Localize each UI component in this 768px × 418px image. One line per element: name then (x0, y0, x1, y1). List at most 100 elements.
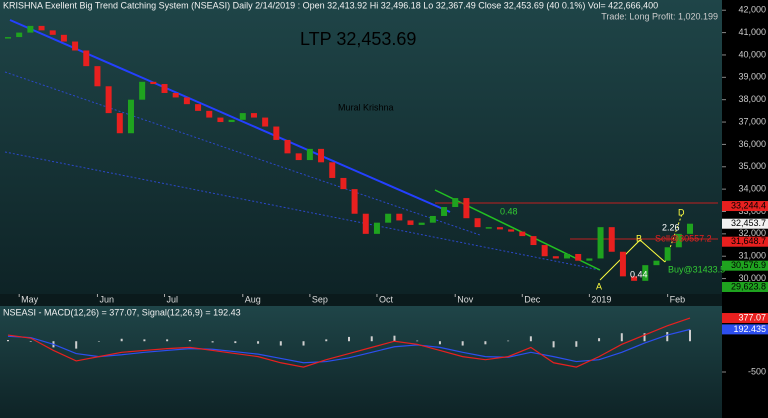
x-tick-label: Jun (99, 294, 114, 304)
macd-panel (0, 306, 722, 418)
candle (530, 236, 537, 246)
candle (172, 92, 179, 98)
annotation: D (678, 207, 685, 217)
x-tick-label: Aug (245, 294, 261, 304)
y-tick-label: 38,000 (738, 94, 766, 104)
candle (608, 227, 615, 252)
histogram-bar (188, 340, 191, 342)
chart-title: KRISHNA Exellent Big Trend Catching Syst… (3, 0, 658, 10)
candle (16, 32, 23, 38)
annotation: Sell@30557.2 (655, 233, 712, 243)
histogram-bar (484, 341, 487, 345)
histogram-bar (643, 333, 646, 342)
candle (306, 148, 313, 161)
candle (485, 227, 492, 229)
macd-value-label: 192.435 (733, 324, 766, 334)
histogram-bar (552, 341, 555, 348)
histogram-bar (416, 340, 419, 342)
y-tick-label: 37,000 (738, 116, 766, 126)
candle (619, 251, 626, 277)
candle (452, 198, 459, 208)
price-level-box (722, 236, 768, 247)
candle (27, 25, 34, 33)
author: Mural Krishna (338, 102, 394, 112)
candle (564, 253, 571, 259)
candle (94, 66, 101, 87)
histogram-bar (620, 333, 623, 342)
price-level-box (722, 260, 768, 271)
candle (429, 215, 436, 223)
histogram-bar (234, 341, 237, 344)
candle (597, 227, 604, 259)
y-tick-label: 40,000 (738, 49, 766, 59)
candle (340, 177, 347, 190)
candle (60, 34, 67, 42)
annotation: 0.44 (630, 269, 648, 279)
histogram-bar (166, 339, 169, 342)
signal-line (7, 328, 691, 364)
candle (508, 229, 515, 232)
annotation: A (596, 281, 602, 291)
price-level-label: 33,244.4 (731, 200, 766, 210)
candle (217, 117, 224, 123)
histogram-bar (575, 341, 578, 347)
x-tick-label: 2019 (591, 294, 611, 304)
candle (385, 213, 392, 223)
candle (49, 30, 56, 35)
histogram-bar (120, 338, 123, 342)
candle (441, 207, 448, 216)
candle (5, 37, 11, 39)
annotation: Buy@31433.5 (668, 264, 725, 274)
candle (284, 139, 291, 154)
histogram-bar (7, 340, 9, 342)
candle (653, 260, 660, 266)
y-tick-label: 42,000 (738, 5, 766, 15)
candle (105, 86, 112, 114)
candle (396, 213, 403, 221)
histogram-bar (97, 341, 100, 342)
candle (373, 222, 380, 234)
candle (474, 218, 481, 228)
candle (675, 233, 682, 248)
candle (418, 222, 425, 225)
histogram-bar (279, 341, 282, 346)
y-tick-label: 31,000 (738, 251, 766, 261)
macd-value-label: 377.07 (738, 312, 766, 322)
histogram-bar (75, 341, 78, 349)
histogram-bar (666, 332, 669, 342)
candle (38, 25, 45, 31)
candle (262, 117, 269, 127)
y-tick-label: 32,000 (738, 228, 766, 238)
candle (273, 126, 280, 140)
pattern-line (639, 239, 666, 263)
trade-info: Trade: Long Profit: 1,020.199 (601, 11, 718, 21)
y-tick-label: 41,000 (738, 27, 766, 37)
y-tick-label: 39,000 (738, 72, 766, 82)
price-level-label: 30,576.9 (731, 260, 766, 270)
price-level-box (722, 201, 768, 212)
histogram-bar (438, 341, 441, 345)
y-tick-label: 34,000 (738, 184, 766, 194)
histogram-bar (325, 339, 328, 342)
price-level-label: 32,453.7 (731, 218, 766, 228)
histogram-bar (507, 340, 510, 342)
x-tick-label: Sep (312, 294, 328, 304)
candle (139, 81, 146, 100)
x-tick-label: Nov (457, 294, 474, 304)
candle (161, 84, 168, 93)
macd-line (7, 317, 691, 368)
y-tick-label: 35,000 (738, 161, 766, 171)
histogram-bar (211, 341, 214, 343)
histogram-bar (257, 341, 260, 344)
histogram-bar (393, 335, 396, 342)
histogram-bar (370, 336, 373, 342)
candle (463, 198, 470, 219)
candle (687, 223, 693, 234)
candle (183, 97, 190, 105)
histogram-bar (29, 341, 32, 342)
macd-value-box (722, 313, 768, 324)
candle (407, 220, 414, 225)
candle (541, 245, 548, 257)
x-tick-label: Dec (524, 294, 541, 304)
